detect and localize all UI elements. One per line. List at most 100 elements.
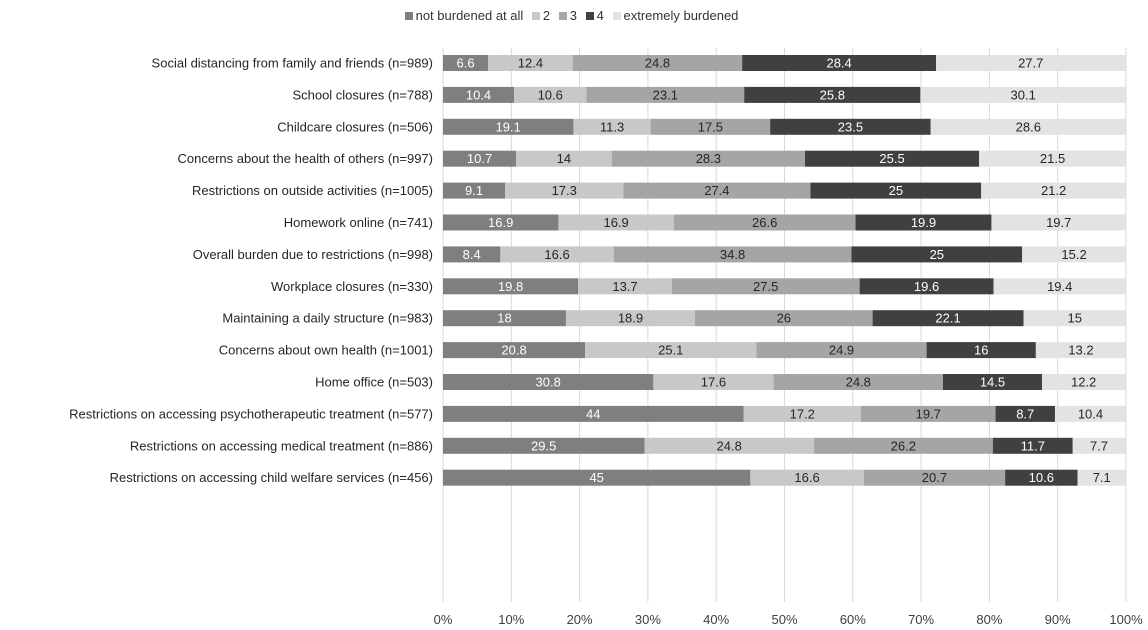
category-label: Childcare closures (n=506) — [277, 119, 433, 134]
legend-swatch — [585, 12, 594, 20]
x-tick-label: 90% — [1045, 612, 1071, 627]
legend-swatch — [558, 12, 567, 20]
category-label: Social distancing from family and friend… — [152, 56, 433, 71]
bar-segment — [443, 55, 489, 71]
x-tick-label: 0% — [434, 612, 453, 627]
legend-label: 3 — [569, 8, 578, 23]
bar-segment — [859, 278, 994, 295]
data-label: 13.7 — [612, 279, 637, 294]
data-label: 10.4 — [1078, 406, 1103, 421]
bar-segment — [872, 310, 1024, 327]
x-tick-label: 100% — [1109, 612, 1143, 627]
data-label: 24.9 — [829, 343, 854, 358]
bar-segment — [1005, 469, 1078, 486]
bar-segment — [573, 118, 651, 135]
data-label: 17.5 — [698, 119, 723, 134]
category-label: School closures (n=788) — [292, 87, 433, 102]
legend-label: extremely burdened — [623, 8, 739, 23]
legend-item: 3 — [558, 8, 578, 23]
data-label: 23.1 — [653, 87, 678, 102]
bar-segment — [863, 469, 1006, 486]
bar-segment — [1041, 374, 1126, 390]
bar-segment — [930, 118, 1126, 135]
data-label: 15.2 — [1061, 247, 1086, 262]
x-tick-label: 80% — [976, 612, 1002, 627]
bar-segment — [443, 86, 515, 103]
bar-segment — [750, 469, 864, 486]
category-label: Concerns about the health of others (n=9… — [178, 151, 433, 166]
data-label: 18.9 — [618, 311, 643, 326]
data-label: 10.6 — [538, 87, 563, 102]
data-label: 11.7 — [1021, 438, 1045, 453]
data-label: 16 — [974, 343, 988, 358]
data-label: 24.8 — [846, 375, 871, 390]
x-tick-label: 10% — [498, 612, 524, 627]
data-label: 27.5 — [753, 279, 778, 294]
bar-segment — [1077, 469, 1126, 486]
category-label: Maintaining a daily structure (n=983) — [222, 311, 433, 326]
data-label: 9.1 — [465, 183, 483, 198]
bar-segment — [1023, 310, 1126, 327]
bar-segment — [586, 86, 745, 103]
bar-segment — [578, 278, 672, 295]
data-label: 10.7 — [467, 151, 492, 166]
bar-segment — [505, 182, 624, 199]
bar-segment — [743, 405, 861, 422]
data-label: 20.8 — [501, 343, 526, 358]
data-label: 11.3 — [600, 119, 624, 134]
bar-segment — [851, 246, 1023, 263]
bar-segment — [443, 150, 517, 167]
bar-segment — [443, 405, 744, 422]
bar-segment — [611, 150, 805, 167]
data-label: 10.6 — [1029, 470, 1054, 485]
bar-segment — [756, 342, 927, 359]
bar-segment — [585, 342, 757, 359]
data-label: 12.4 — [518, 56, 543, 71]
bar-segment — [936, 55, 1126, 71]
data-label: 44 — [586, 406, 600, 421]
data-label: 19.6 — [914, 279, 939, 294]
bar-segment — [920, 86, 1126, 103]
data-label: 19.7 — [1046, 215, 1071, 230]
data-label: 21.2 — [1041, 183, 1066, 198]
bar-segment — [992, 437, 1073, 454]
bar-segment — [516, 150, 612, 167]
bar-segment — [572, 55, 743, 71]
bar-segment — [443, 182, 506, 199]
bar-segment — [979, 150, 1126, 167]
bar-segment — [443, 278, 579, 295]
data-label: 21.5 — [1040, 151, 1065, 166]
legend-item: extremely burdened — [612, 8, 739, 23]
data-label: 25 — [889, 183, 903, 198]
bar-segment — [514, 86, 587, 103]
bar-segment — [613, 246, 852, 263]
bar-segment — [443, 374, 654, 390]
data-label: 14.5 — [980, 375, 1005, 390]
bar-segment — [488, 55, 573, 71]
data-label: 19.8 — [498, 279, 523, 294]
data-label: 22.1 — [935, 311, 960, 326]
bar-segment — [623, 182, 811, 199]
x-tick-label: 40% — [703, 612, 729, 627]
category-label: Home office (n=503) — [315, 375, 433, 390]
data-label: 29.5 — [531, 438, 556, 453]
bar-segment — [443, 310, 566, 327]
data-label: 15 — [1068, 311, 1082, 326]
bar-segment — [804, 150, 980, 167]
data-label: 30.1 — [1011, 87, 1036, 102]
bar-segment — [742, 55, 937, 71]
data-label: 26.2 — [891, 438, 916, 453]
data-label: 28.6 — [1016, 119, 1041, 134]
legend-swatch — [404, 12, 413, 20]
data-label: 20.7 — [922, 470, 947, 485]
legend-item: not burdened at all — [404, 8, 524, 23]
bar-segment — [1022, 246, 1126, 263]
data-label: 17.2 — [790, 406, 815, 421]
bar-segment — [993, 278, 1126, 295]
data-label: 34.8 — [720, 247, 745, 262]
data-label: 19.9 — [911, 215, 936, 230]
legend-label: not burdened at all — [415, 8, 524, 23]
legend-swatch — [531, 12, 540, 20]
bar-segment — [443, 469, 751, 486]
